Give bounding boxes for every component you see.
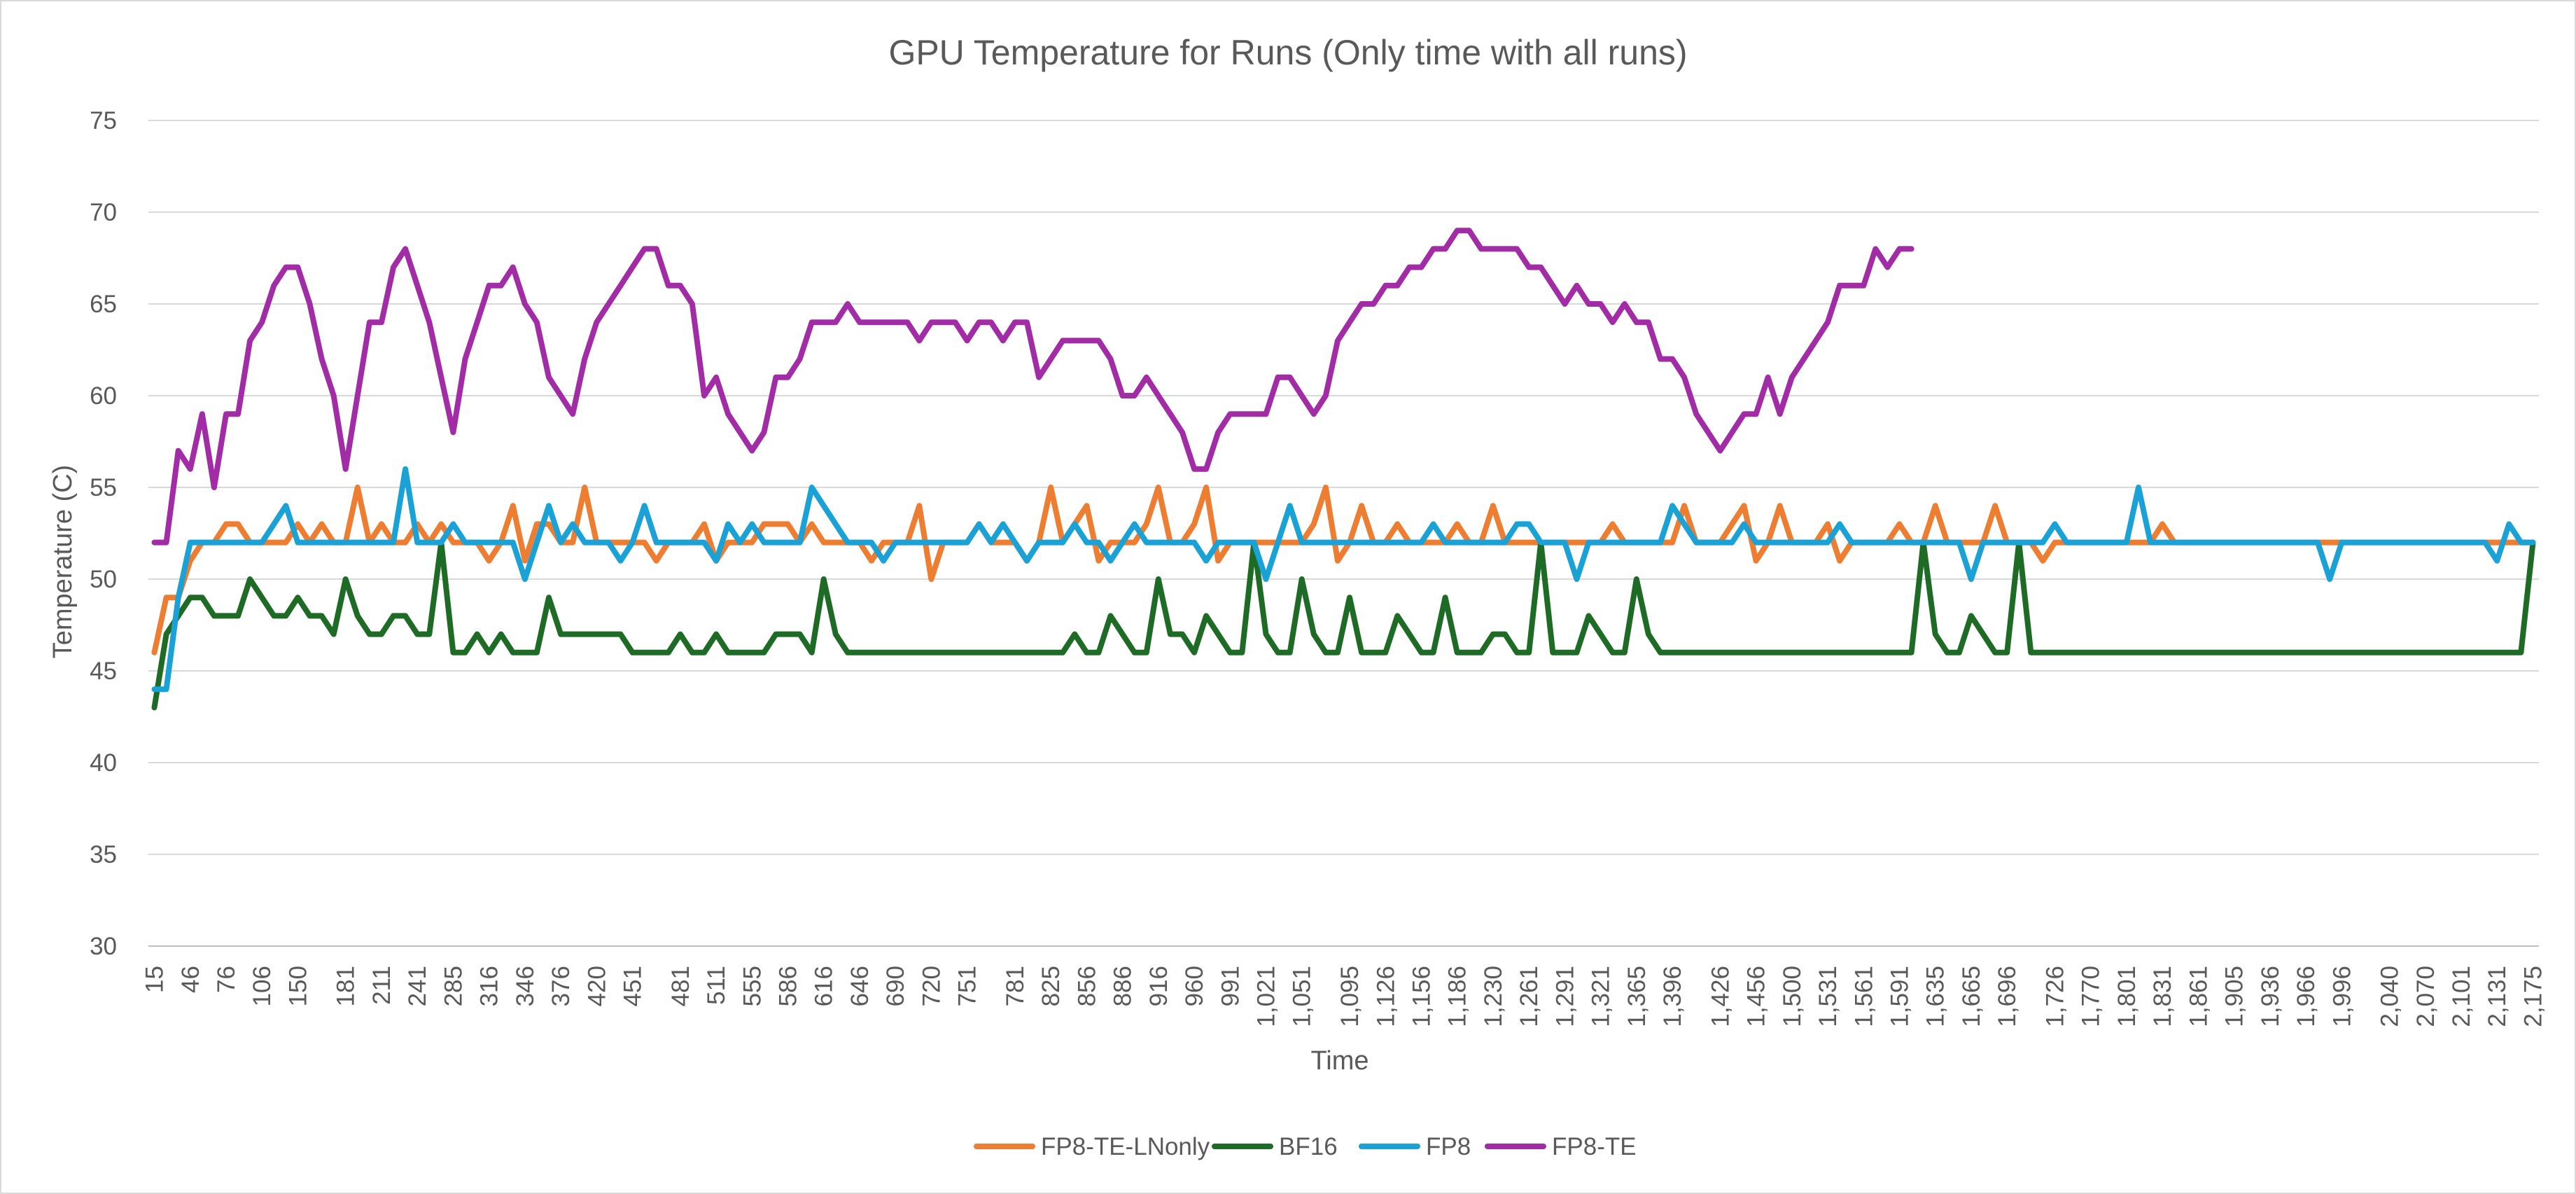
x-tick-label: 1,726 <box>2041 966 2068 1027</box>
x-tick-label: 2,040 <box>2376 966 2404 1027</box>
series-line-fp8-te-lnonly <box>151 485 2536 655</box>
x-tick-label: 720 <box>918 966 945 1006</box>
x-tick-label: 960 <box>1181 966 1208 1006</box>
x-tick-label: 106 <box>248 966 276 1006</box>
legend-label: BF16 <box>1279 1133 1338 1160</box>
x-tick-label: 825 <box>1037 966 1065 1006</box>
x-tick-label: 1,665 <box>1958 966 1985 1027</box>
x-tick-label: 690 <box>882 966 909 1006</box>
x-tick-label: 2,101 <box>2448 966 2475 1027</box>
x-tick-label: 15 <box>141 966 169 993</box>
x-tick-label: 1,291 <box>1551 966 1578 1027</box>
x-tick-label: 2,175 <box>2519 966 2547 1027</box>
x-tick-label: 1,021 <box>1253 966 1280 1027</box>
x-tick-label: 916 <box>1145 966 1172 1006</box>
x-tick-label: 1,561 <box>1850 966 1877 1027</box>
x-tick-label: 76 <box>213 966 240 993</box>
x-tick-label: 1,966 <box>2292 966 2320 1027</box>
legend-label: FP8 <box>1426 1133 1471 1160</box>
x-tick-label: 211 <box>368 966 396 1005</box>
chart-title: GPU Temperature for Runs (Only time with… <box>888 33 1687 72</box>
y-axis-ticks: 30 35 40 45 50 55 60 65 70 75 <box>90 107 117 960</box>
x-tick-label: 420 <box>583 966 610 1006</box>
x-tick-label: 751 <box>954 966 981 1006</box>
x-tick-label: 1,126 <box>1372 966 1399 1027</box>
x-tick-label: 451 <box>620 966 647 1006</box>
x-tick-label: 1,801 <box>2113 966 2141 1027</box>
x-tick-label: 781 <box>1002 966 1029 1006</box>
x-tick-label: 886 <box>1110 966 1137 1006</box>
x-tick-label: 511 <box>703 966 730 1005</box>
x-tick-label: 1,500 <box>1779 966 1806 1027</box>
x-tick-label: 1,831 <box>2149 966 2176 1027</box>
series-lines <box>151 228 2536 711</box>
y-tick-label: 60 <box>90 382 117 410</box>
x-tick-label: 1,861 <box>2185 966 2212 1027</box>
x-tick-label: 616 <box>811 966 838 1006</box>
x-tick-label: 376 <box>547 966 575 1006</box>
x-tick-label: 1,051 <box>1289 966 1316 1027</box>
y-tick-label: 40 <box>90 749 117 777</box>
legend: FP8-TE-LNonly BF16 FP8 FP8-TE <box>974 1133 1637 1160</box>
x-tick-label: 2,131 <box>2484 966 2511 1027</box>
legend-item-bf16: BF16 <box>1212 1133 1338 1160</box>
series-line-fp8 <box>151 466 2536 693</box>
y-axis-title: Temperature (C) <box>48 465 78 659</box>
x-tick-label: 1,696 <box>1994 966 2021 1027</box>
x-tick-label: 1,456 <box>1743 966 1770 1027</box>
y-tick-label: 30 <box>90 933 117 960</box>
y-tick-label: 35 <box>90 841 117 868</box>
x-axis-title: Time <box>1310 1046 1368 1076</box>
x-tick-label: 991 <box>1217 966 1244 1006</box>
legend-label: FP8-TE-LNonly <box>1041 1133 1210 1160</box>
x-tick-label: 150 <box>284 966 312 1006</box>
x-tick-label: 316 <box>476 966 503 1006</box>
x-tick-label: 2,070 <box>2412 966 2440 1027</box>
series-line-bf16 <box>151 539 2536 711</box>
x-tick-label: 1,635 <box>1922 966 1949 1027</box>
gridlines <box>148 120 2539 947</box>
x-tick-label: 646 <box>846 966 874 1006</box>
x-tick-label: 586 <box>775 966 802 1006</box>
x-tick-label: 1,321 <box>1588 966 1615 1027</box>
x-tick-label: 1,396 <box>1659 966 1686 1027</box>
series-line-fp8-te <box>151 228 1914 546</box>
x-tick-label: 1,230 <box>1480 966 1507 1027</box>
x-tick-label: 1,095 <box>1336 966 1364 1027</box>
x-tick-label: 181 <box>332 966 360 1006</box>
x-tick-label: 1,426 <box>1707 966 1734 1027</box>
y-tick-label: 45 <box>90 658 117 685</box>
legend-label: FP8-TE <box>1552 1133 1637 1160</box>
y-tick-label: 75 <box>90 107 117 134</box>
x-tick-label: 1,591 <box>1886 966 1913 1027</box>
legend-item-fp8-te-lnonly: FP8-TE-LNonly <box>974 1133 1210 1160</box>
x-tick-label: 1,770 <box>2078 966 2105 1027</box>
x-tick-label: 46 <box>177 966 204 993</box>
y-tick-label: 70 <box>90 199 117 226</box>
legend-item-fp8: FP8 <box>1359 1133 1471 1160</box>
x-tick-label: 856 <box>1073 966 1100 1006</box>
x-tick-label: 555 <box>738 966 766 1006</box>
x-tick-label: 481 <box>667 966 694 1006</box>
x-tick-label: 346 <box>512 966 539 1006</box>
y-tick-label: 55 <box>90 474 117 501</box>
x-tick-label: 1,186 <box>1444 966 1471 1027</box>
x-tick-label: 1,156 <box>1408 966 1435 1027</box>
x-tick-label: 1,261 <box>1516 966 1543 1027</box>
legend-item-fp8-te: FP8-TE <box>1485 1133 1637 1160</box>
x-tick-label: 1,936 <box>2257 966 2284 1027</box>
y-tick-label: 50 <box>90 566 117 593</box>
x-tick-label: 1,531 <box>1814 966 1842 1027</box>
x-tick-label: 1,365 <box>1623 966 1651 1027</box>
x-tick-label: 285 <box>440 966 467 1006</box>
y-tick-label: 65 <box>90 291 117 318</box>
x-tick-label: 241 <box>404 966 431 1006</box>
x-axis-ticks: 15 46 76 106 150 181 211 241 285 316 346 376 420 451 4… <box>141 966 2547 1027</box>
x-tick-label: 1,905 <box>2221 966 2248 1027</box>
x-tick-label: 1,996 <box>2328 966 2356 1027</box>
